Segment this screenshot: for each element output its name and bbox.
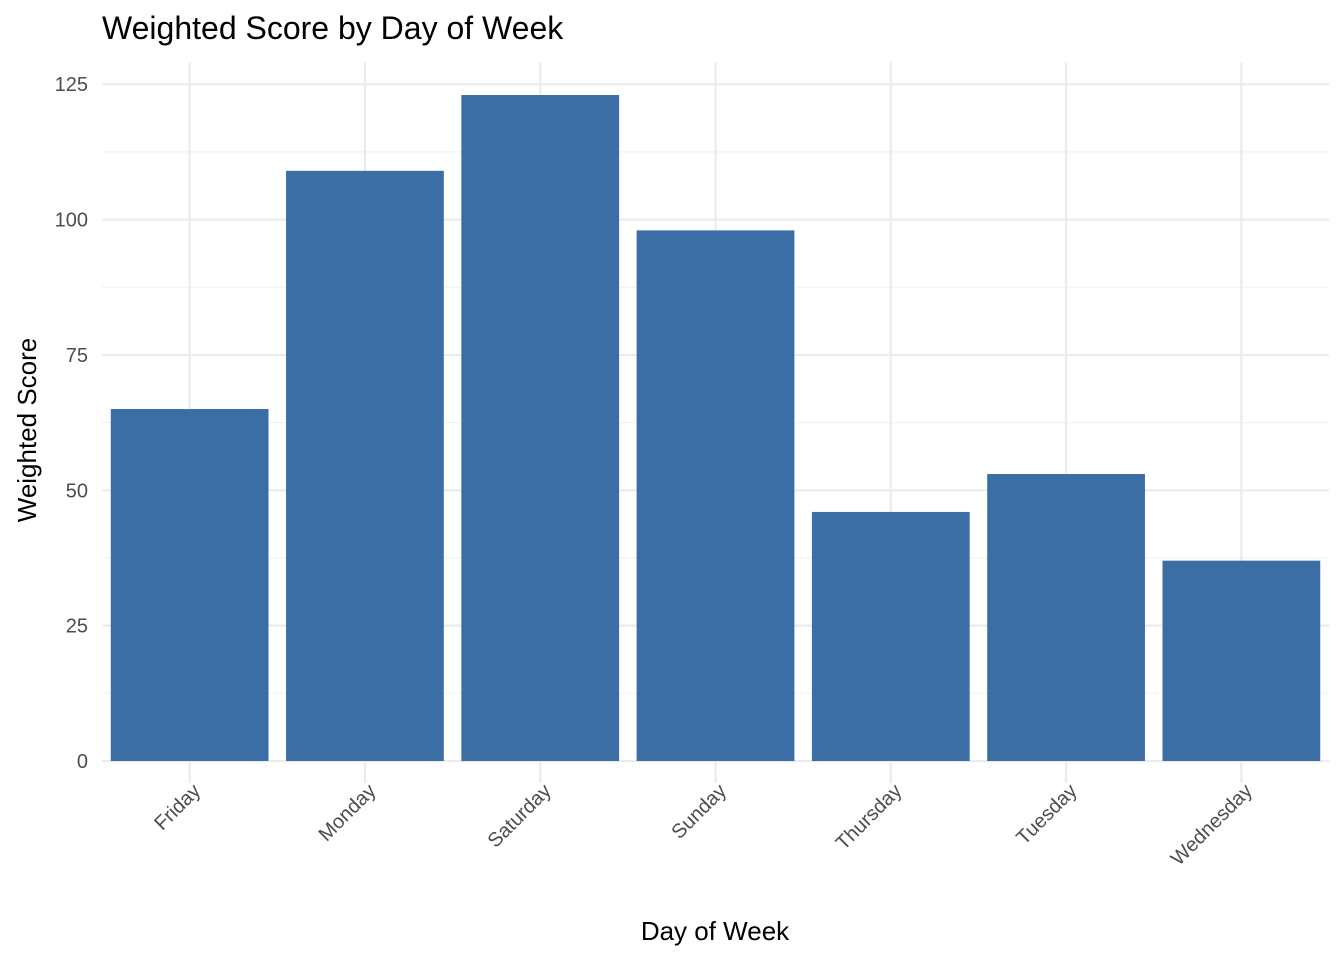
- x-axis-title: Day of Week: [641, 916, 790, 946]
- x-tick-label: Saturday: [484, 780, 556, 852]
- bar-thursday: [811, 511, 970, 761]
- y-axis-ticks: 0 25 50 75 100 125: [55, 74, 88, 773]
- x-axis-ticks: Friday Monday Saturday Sunday Thursday Tuesda…: [150, 780, 1257, 870]
- y-tick-label: 0: [77, 751, 88, 773]
- x-tick-label: Tuesday: [1012, 780, 1081, 849]
- bar-wednesday: [1162, 560, 1321, 761]
- y-tick-label: 25: [66, 616, 88, 638]
- bar-friday: [110, 409, 269, 761]
- x-tick-label: Thursday: [832, 780, 907, 855]
- y-tick-label: 100: [55, 210, 88, 232]
- bar-tuesday: [987, 474, 1145, 761]
- bar-saturday: [461, 95, 620, 761]
- bars: [110, 95, 1321, 762]
- x-tick-label: Sunday: [668, 780, 732, 844]
- y-axis-title: Weighted Score: [12, 338, 42, 523]
- bar-monday: [286, 170, 444, 762]
- y-tick-label: 50: [66, 480, 88, 502]
- x-tick-label: Monday: [315, 780, 381, 846]
- chart-title: Weighted Score by Day of Week: [102, 10, 564, 46]
- x-tick-label: Wednesday: [1167, 780, 1257, 870]
- x-tick-label: Friday: [150, 780, 205, 835]
- y-tick-label: 75: [66, 345, 88, 367]
- bar-sunday: [636, 230, 795, 761]
- y-tick-label: 125: [55, 74, 88, 96]
